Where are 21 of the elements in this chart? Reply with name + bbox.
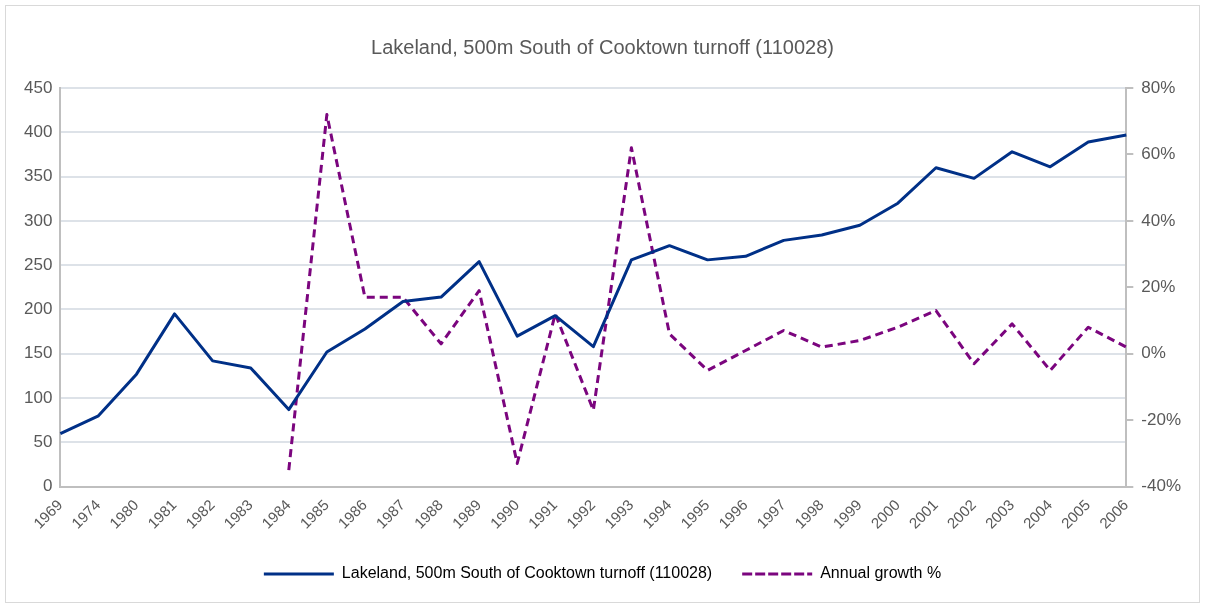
y2-tick-label: 80% [1141,77,1176,97]
y-tick-label: 0 [42,476,53,496]
legend-label: Lakeland, 500m South of Cooktown turnoff (110028) [341,564,713,582]
y-tick-label: 400 [23,121,53,141]
y-tick-label: 150 [23,343,53,363]
legend-label: Annual growth % [820,564,942,582]
y-tick-label: 50 [33,432,53,452]
y-tick-label: 450 [23,77,53,97]
y-tick-label: 350 [23,166,53,186]
y2-tick-label: 0% [1141,343,1166,363]
y-tick-label: 300 [23,210,53,230]
y2-tick-label: 60% [1141,144,1176,164]
line-series [287,113,1128,472]
y2-tick-label: 40% [1141,210,1176,230]
y-tick-label: 250 [23,254,53,274]
chart-title: Lakeland, 500m South of Cooktown turnoff (110028) [371,35,834,58]
y2-tick-label: -20% [1141,409,1181,429]
y2-tick-label: -40% [1141,476,1181,496]
y-tick-label: 200 [23,299,53,319]
y2-tick-label: 20% [1141,277,1176,297]
y-tick-label: 100 [23,387,53,407]
